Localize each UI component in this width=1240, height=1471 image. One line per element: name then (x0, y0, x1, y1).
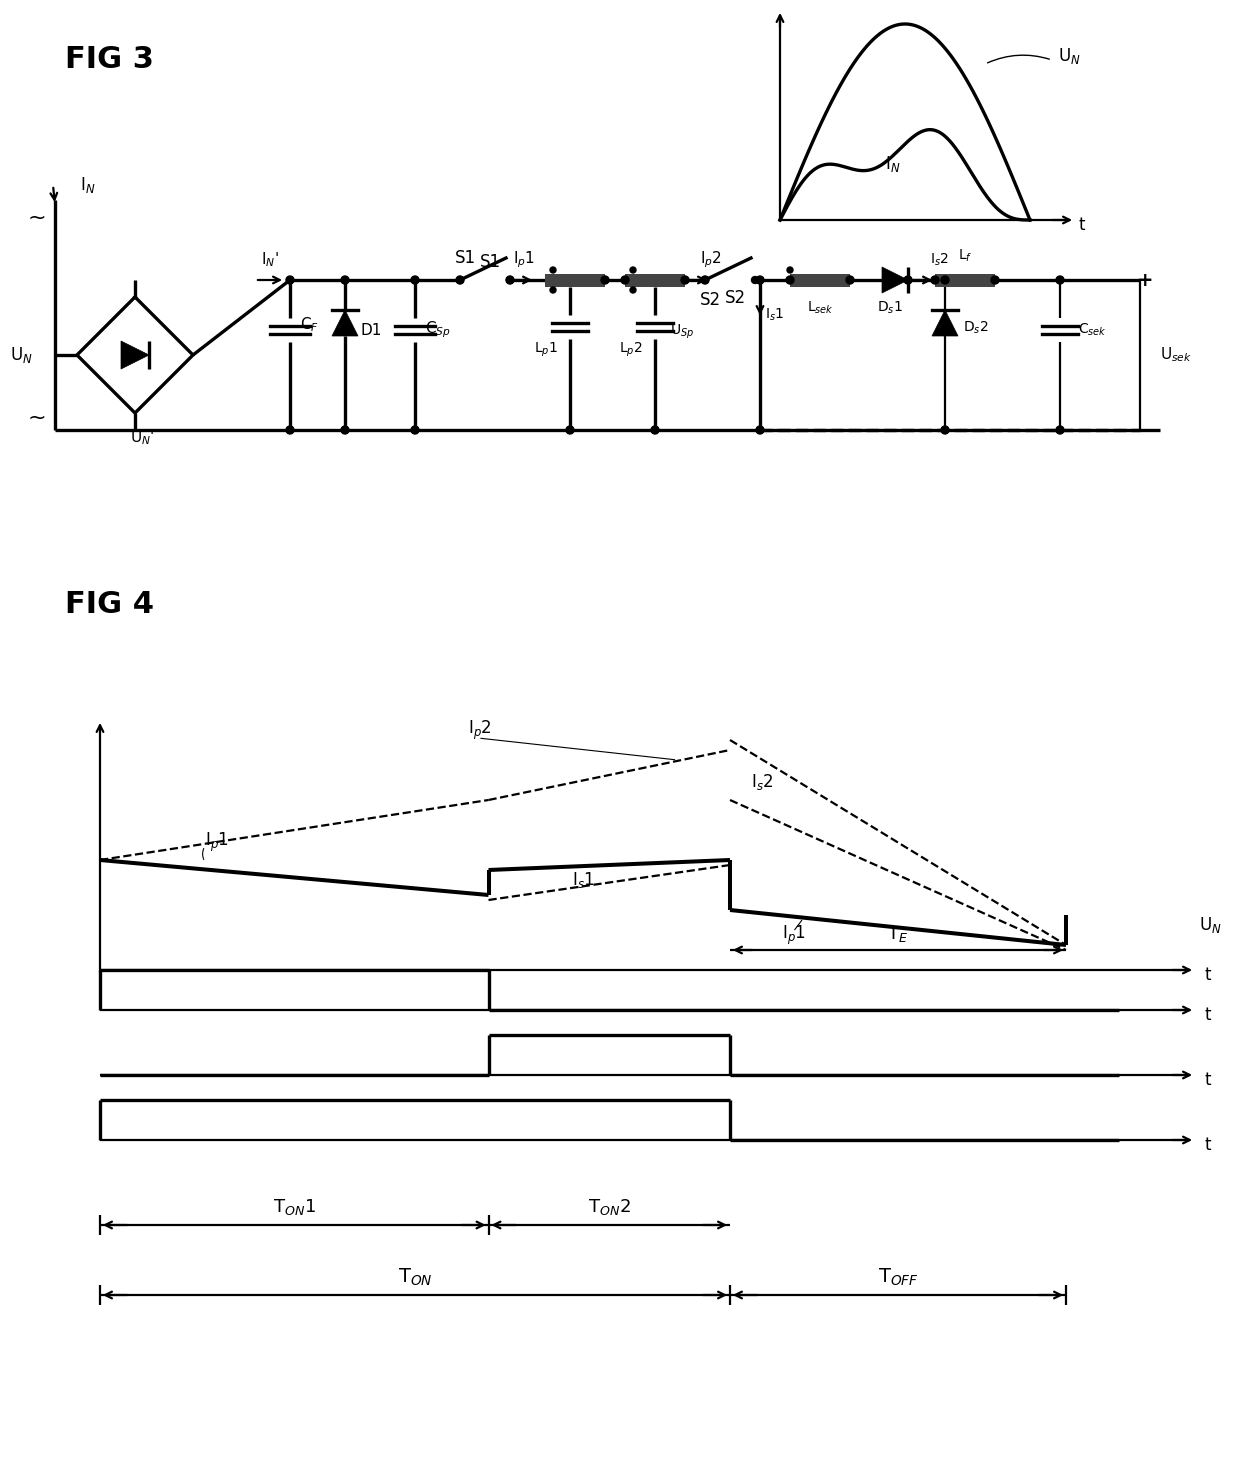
Circle shape (621, 277, 629, 284)
Text: t: t (1079, 216, 1085, 234)
Text: +: + (1137, 271, 1153, 290)
Text: T$_{ON}$1: T$_{ON}$1 (273, 1197, 316, 1217)
Circle shape (456, 277, 464, 284)
Text: U$_N$: U$_N$ (1199, 915, 1221, 936)
Circle shape (286, 427, 294, 434)
Circle shape (904, 277, 911, 284)
Text: D$_s$1: D$_s$1 (877, 300, 903, 316)
Circle shape (651, 427, 658, 434)
Text: C$_F$: C$_F$ (300, 316, 319, 334)
Text: t: t (1205, 1136, 1211, 1155)
Bar (790, 274, 849, 287)
Text: I$_N$': I$_N$' (262, 250, 279, 269)
Polygon shape (932, 310, 959, 335)
Polygon shape (882, 268, 908, 293)
Bar (546, 274, 605, 287)
Circle shape (1056, 277, 1064, 284)
Text: S1: S1 (454, 249, 476, 268)
Circle shape (702, 277, 708, 284)
Text: S2: S2 (699, 291, 720, 309)
Text: U$_N$': U$_N$' (130, 428, 155, 447)
Circle shape (630, 268, 636, 274)
Circle shape (681, 277, 689, 284)
Bar (625, 274, 684, 287)
Text: D$_s$2: D$_s$2 (963, 319, 988, 337)
Circle shape (410, 427, 419, 434)
Text: C$_{Sp}$: C$_{Sp}$ (425, 319, 451, 340)
Polygon shape (332, 310, 358, 335)
Text: S1: S1 (480, 253, 501, 271)
Circle shape (756, 277, 764, 284)
Text: ~: ~ (27, 407, 46, 428)
Text: C$_{sek}$: C$_{sek}$ (1078, 322, 1107, 338)
Circle shape (941, 427, 949, 434)
Circle shape (601, 277, 609, 284)
Circle shape (941, 277, 949, 284)
Text: I$_s$1: I$_s$1 (765, 307, 785, 324)
Text: t: t (1205, 966, 1211, 984)
Text: T$_{ON}$: T$_{ON}$ (398, 1267, 433, 1287)
Text: U$_N$: U$_N$ (10, 346, 33, 365)
Circle shape (931, 277, 939, 284)
Text: I$_p$2: I$_p$2 (701, 250, 722, 271)
Text: L$_f$: L$_f$ (957, 247, 972, 265)
Circle shape (410, 277, 419, 284)
Text: −: − (1136, 421, 1154, 440)
Text: I$_s$2: I$_s$2 (751, 772, 774, 791)
Text: I$_p$2: I$_p$2 (467, 718, 491, 741)
Circle shape (506, 277, 515, 284)
Text: T$_{ON}$2: T$_{ON}$2 (588, 1197, 631, 1217)
Bar (935, 274, 994, 287)
Text: FIG 3: FIG 3 (64, 46, 154, 74)
Text: I$_N$: I$_N$ (81, 175, 95, 196)
Circle shape (506, 277, 513, 284)
Text: ~: ~ (27, 207, 46, 228)
Circle shape (786, 277, 794, 284)
Text: I$_p$1: I$_p$1 (513, 250, 534, 271)
Text: T$_{OFF}$: T$_{OFF}$ (878, 1267, 919, 1287)
Circle shape (1056, 427, 1064, 434)
Text: t: t (1205, 1006, 1211, 1024)
Text: S2: S2 (724, 288, 745, 307)
Text: T$_E$: T$_E$ (888, 924, 909, 944)
Polygon shape (122, 341, 149, 369)
Circle shape (456, 277, 464, 284)
Text: I$_p$1: I$_p$1 (782, 924, 806, 947)
Circle shape (756, 427, 764, 434)
Text: L$_p$2: L$_p$2 (619, 341, 644, 359)
Circle shape (787, 268, 794, 274)
Circle shape (630, 287, 636, 293)
Text: L$_{sek}$: L$_{sek}$ (806, 300, 833, 316)
Text: I$_s$1: I$_s$1 (573, 869, 595, 890)
Text: FIG 4: FIG 4 (64, 590, 154, 619)
Text: t: t (1205, 1071, 1211, 1089)
Text: I$_s$2: I$_s$2 (930, 252, 949, 268)
Circle shape (341, 277, 348, 284)
Circle shape (701, 277, 709, 284)
Circle shape (551, 287, 556, 293)
Circle shape (565, 427, 574, 434)
Circle shape (551, 268, 556, 274)
Circle shape (286, 277, 294, 284)
Text: I$_N$: I$_N$ (885, 154, 900, 174)
Text: L$_p$1: L$_p$1 (534, 341, 558, 359)
Text: D1: D1 (361, 322, 382, 337)
Text: U$_{sek}$: U$_{sek}$ (1159, 346, 1192, 365)
Circle shape (341, 427, 348, 434)
Text: U$_N$: U$_N$ (1058, 46, 1081, 66)
Text: U$_{Sp}$: U$_{Sp}$ (670, 322, 694, 341)
Circle shape (991, 277, 999, 284)
Text: I$_p$1: I$_p$1 (205, 831, 229, 853)
Circle shape (751, 277, 759, 284)
Circle shape (846, 277, 854, 284)
